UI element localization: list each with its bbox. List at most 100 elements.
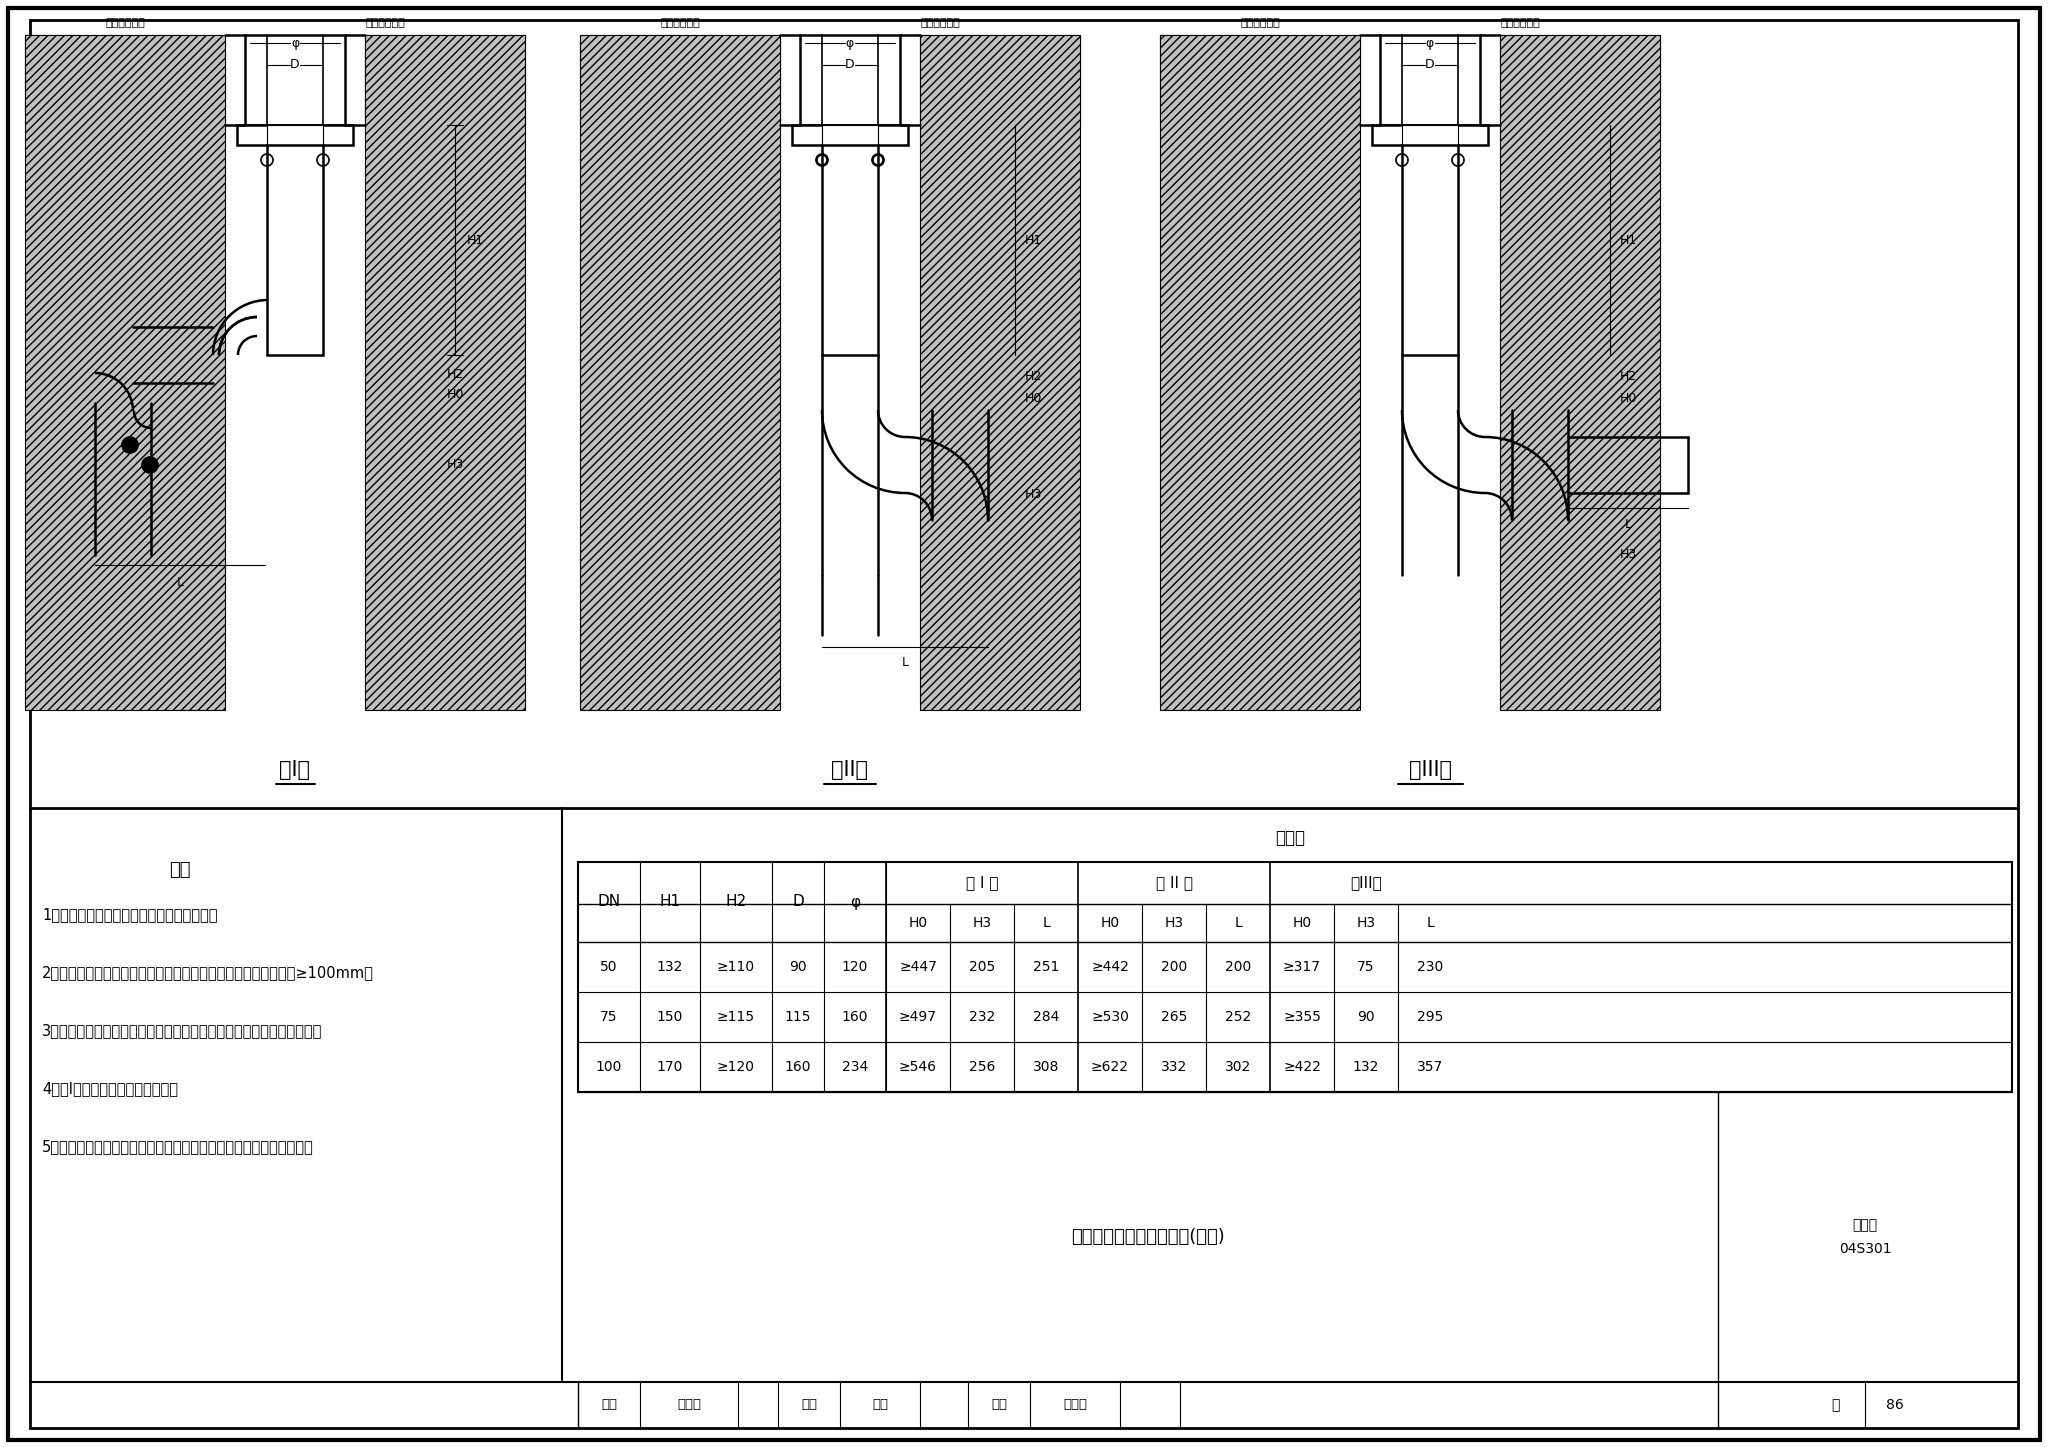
Bar	[266, 145, 324, 355]
Text: L: L	[1235, 916, 1241, 930]
Text: H2: H2	[1620, 370, 1636, 383]
Text: 75: 75	[600, 1010, 618, 1024]
Text: 李云贺: 李云贺	[1063, 1398, 1087, 1411]
Text: 284: 284	[1032, 1010, 1059, 1024]
Text: ≥497: ≥497	[899, 1010, 938, 1024]
Bar	[1403, 145, 1458, 355]
Text: ≥120: ≥120	[717, 1061, 756, 1074]
Text: ≥546: ≥546	[899, 1061, 938, 1074]
Bar	[1499, 35, 1661, 124]
Text: H1: H1	[467, 233, 483, 246]
Text: 4、乙Ⅰ型适用于排入明沟的场所。: 4、乙Ⅰ型适用于排入明沟的场所。	[43, 1081, 178, 1097]
Text: ≥110: ≥110	[717, 959, 756, 974]
Text: H1: H1	[659, 894, 680, 910]
Text: 160: 160	[842, 1010, 868, 1024]
Text: H1: H1	[1024, 233, 1042, 246]
Text: ≥622: ≥622	[1092, 1061, 1128, 1074]
Bar	[365, 35, 524, 710]
Text: ≥447: ≥447	[899, 959, 936, 974]
Bar	[365, 35, 524, 124]
Text: H3: H3	[1165, 916, 1184, 930]
Bar	[1159, 35, 1360, 124]
Text: 232: 232	[969, 1010, 995, 1024]
Bar	[1380, 35, 1481, 124]
Circle shape	[123, 437, 137, 453]
Text: D: D	[291, 58, 299, 71]
Text: 200: 200	[1161, 959, 1188, 974]
Text: 90: 90	[788, 959, 807, 974]
Text: 115: 115	[784, 1010, 811, 1024]
Text: L: L	[1624, 518, 1632, 531]
Text: H0: H0	[1100, 916, 1120, 930]
Text: φ: φ	[1425, 36, 1434, 49]
Text: 100: 100	[596, 1061, 623, 1074]
Text: D: D	[846, 58, 854, 71]
Text: 图集号: 图集号	[1853, 1218, 1878, 1231]
Text: H3: H3	[1356, 916, 1376, 930]
Text: H2: H2	[1024, 370, 1042, 383]
Text: 295: 295	[1417, 1010, 1444, 1024]
Text: 302: 302	[1225, 1061, 1251, 1074]
Bar	[821, 124, 879, 145]
Text: 5、本图系根据上海申利建筑构件制造有限公司提供的技术资料编制。: 5、本图系根据上海申利建筑构件制造有限公司提供的技术资料编制。	[43, 1139, 313, 1155]
Text: H0: H0	[1024, 392, 1042, 405]
Text: 徐琴: 徐琴	[872, 1398, 889, 1411]
Text: 乙 I 型: 乙 I 型	[967, 875, 997, 890]
Text: 150: 150	[657, 1010, 684, 1024]
Text: H3: H3	[1024, 489, 1042, 502]
Text: 校对: 校对	[801, 1398, 817, 1411]
Text: 2、脏物捕集器应在土建搞制水池底板时埋入，底板预留处厚度应≥100mm。: 2、脏物捕集器应在土建搞制水池底板时埋入，底板预留处厚度应≥100mm。	[43, 965, 375, 981]
Text: 乙III型: 乙III型	[1409, 760, 1452, 780]
Text: 132: 132	[657, 959, 684, 974]
Bar	[578, 862, 2011, 1092]
Text: 332: 332	[1161, 1061, 1188, 1074]
Bar	[1403, 124, 1458, 145]
Text: 50: 50	[600, 959, 618, 974]
Text: 审核: 审核	[600, 1398, 616, 1411]
Text: 120: 120	[842, 959, 868, 974]
Text: 乙 II 型: 乙 II 型	[1155, 875, 1192, 890]
Text: L: L	[1425, 916, 1434, 930]
Bar	[920, 35, 1079, 124]
Text: H2: H2	[725, 894, 748, 910]
Text: D: D	[1425, 58, 1436, 71]
Bar	[25, 35, 225, 710]
Text: φ: φ	[846, 36, 854, 49]
Text: 3、乙型连接方式为法兰压盖承插，适用于接管为离心钓铁管时的场所。: 3、乙型连接方式为法兰压盖承插，适用于接管为离心钓铁管时的场所。	[43, 1023, 322, 1039]
Circle shape	[141, 457, 158, 473]
Text: 冯旭东: 冯旭东	[678, 1398, 700, 1411]
Text: 衅塑镇锌鉢管: 衅塑镇锌鉢管	[104, 17, 145, 27]
Text: 设计: 设计	[991, 1398, 1008, 1411]
Text: ≥442: ≥442	[1092, 959, 1128, 974]
Text: H2: H2	[446, 369, 463, 382]
Text: φ: φ	[850, 894, 860, 910]
Text: 衅塑镇锌鉢管: 衅塑镇锌鉢管	[1499, 17, 1540, 27]
Text: 86: 86	[1886, 1398, 1905, 1412]
Text: 251: 251	[1032, 959, 1059, 974]
Text: 90: 90	[1358, 1010, 1374, 1024]
Bar	[1499, 35, 1661, 710]
Text: 200: 200	[1225, 959, 1251, 974]
Text: 205: 205	[969, 959, 995, 974]
Text: H3: H3	[1620, 548, 1636, 561]
Bar	[580, 35, 780, 124]
Text: H0: H0	[909, 916, 928, 930]
Text: 230: 230	[1417, 959, 1444, 974]
Text: φ: φ	[291, 36, 299, 49]
Bar	[1372, 124, 1489, 145]
Text: 说明: 说明	[170, 861, 190, 878]
Text: 132: 132	[1354, 1061, 1378, 1074]
Bar	[920, 35, 1079, 710]
Text: H0: H0	[446, 388, 463, 401]
Bar	[801, 35, 899, 124]
Text: H3: H3	[973, 916, 991, 930]
Bar	[25, 35, 225, 124]
Bar	[246, 35, 344, 124]
Text: L: L	[901, 657, 909, 670]
Text: ≥317: ≥317	[1282, 959, 1321, 974]
Text: 75: 75	[1358, 959, 1374, 974]
Text: 乙I型: 乙I型	[279, 760, 311, 780]
Text: DN: DN	[598, 894, 621, 910]
Text: 265: 265	[1161, 1010, 1188, 1024]
Text: H3: H3	[446, 459, 463, 472]
